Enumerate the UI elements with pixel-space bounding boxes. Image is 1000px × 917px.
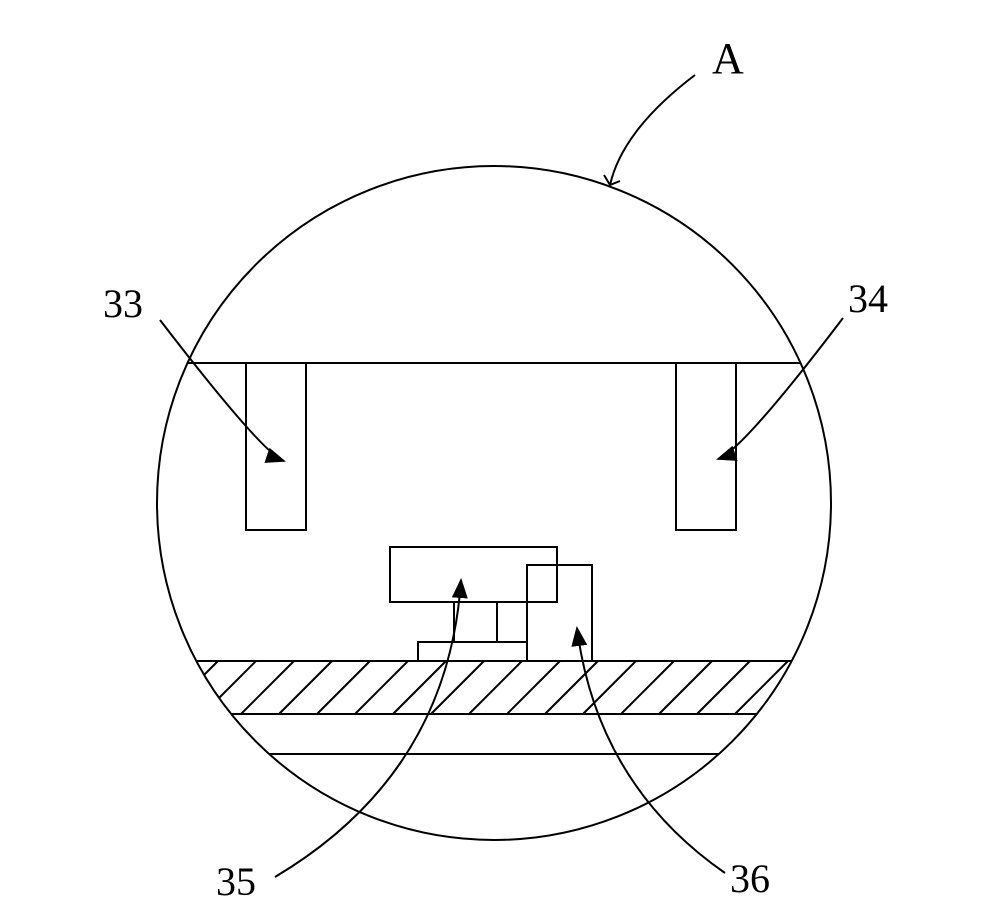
label-36: 36 xyxy=(730,855,770,902)
part-33 xyxy=(246,363,306,530)
label-33: 33 xyxy=(103,280,143,327)
leader-35 xyxy=(275,580,461,877)
technical-diagram xyxy=(0,0,1000,917)
leader-36 xyxy=(577,628,725,873)
label-A: A xyxy=(712,33,744,84)
leader-33 xyxy=(160,320,284,461)
part-35-stem xyxy=(454,602,497,642)
detail-circle xyxy=(157,166,831,840)
part-35-upper xyxy=(390,547,557,602)
clipped-content xyxy=(127,363,864,754)
part-36 xyxy=(527,565,592,661)
label-35: 35 xyxy=(216,858,256,905)
label-34: 34 xyxy=(848,275,888,322)
hatch-lines xyxy=(127,661,864,714)
part-35-foot xyxy=(418,642,527,661)
part-34 xyxy=(676,363,736,530)
leader-A xyxy=(610,75,695,185)
